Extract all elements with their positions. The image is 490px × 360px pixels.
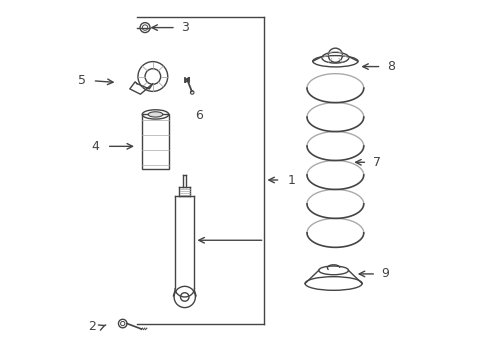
Text: 7: 7 [372,156,381,169]
Text: 1: 1 [288,174,295,186]
Text: 6: 6 [195,109,203,122]
Text: 4: 4 [92,140,99,153]
Text: 2: 2 [88,320,96,333]
Bar [142,114,169,169]
Text: 9: 9 [381,267,390,280]
Ellipse shape [148,112,163,117]
Text: 8: 8 [387,60,395,73]
Text: 3: 3 [181,21,189,34]
Text: 5: 5 [77,74,85,87]
